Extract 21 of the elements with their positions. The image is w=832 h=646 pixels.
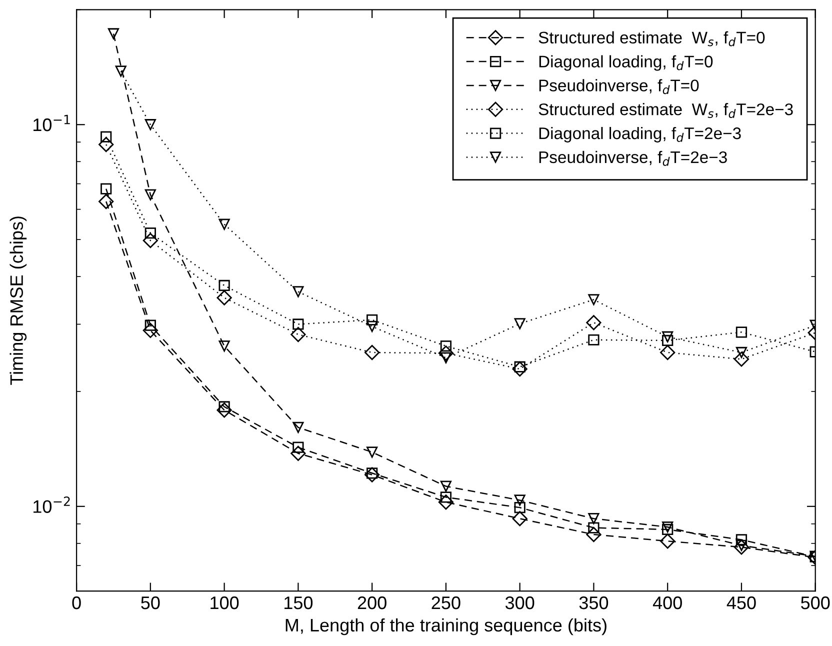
x-tick-label: 100 xyxy=(210,596,239,610)
x-tick-label: 300 xyxy=(505,596,534,610)
legend-label: Structured estimate W$_{s}$, f$_{d}$T=2e−3 xyxy=(538,103,793,118)
x-axis-title: M, Length of the training sequence (bits) xyxy=(286,618,606,636)
legend-label: Structured estimate W$_{s}$, f$_{d}$T=0 xyxy=(538,31,765,46)
x-tick-label: 50 xyxy=(141,596,160,610)
x-tick-label: 500 xyxy=(801,596,830,610)
legend-label: Pseudoinverse, f$_{d}$T=0 xyxy=(539,79,699,94)
legend-label: Diagonal loading, f$_{d}$T=0 xyxy=(539,55,713,71)
x-tick-label: 350 xyxy=(579,596,608,610)
x-tick-label: 400 xyxy=(652,596,682,610)
x-tick-label: 200 xyxy=(358,596,386,610)
y-axis-title: Timing RMSE (chips) xyxy=(10,216,27,385)
x-tick-label: 0 xyxy=(72,596,81,610)
x-tick-label: 250 xyxy=(432,596,460,610)
legend-label: Diagonal loading, f$_{d}$T=2e−3 xyxy=(539,126,741,143)
x-tick-label: 150 xyxy=(284,596,313,610)
y-tick-label: 10$^{−2}$ xyxy=(34,496,70,513)
x-tick-label: 450 xyxy=(726,596,756,610)
legend-label: Pseudoinverse, f$_{d}$T=2e−3 xyxy=(539,150,727,166)
y-tick-label: 10$^{−1}$ xyxy=(34,114,70,132)
